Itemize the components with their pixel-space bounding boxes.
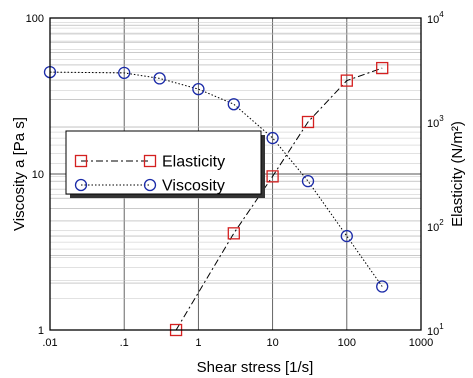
legend-label: Viscosity xyxy=(162,178,225,195)
elasticity-point xyxy=(376,61,389,75)
legend-entry-viscosity: Viscosity xyxy=(74,178,225,195)
viscosity-point xyxy=(266,131,279,145)
viscosity-point xyxy=(118,66,131,80)
viscosity-point xyxy=(340,229,353,243)
y-axis-title-right: Elasticity (N/m²) xyxy=(449,121,466,227)
y-tick-label-right: 103 xyxy=(427,114,444,130)
legend-marker xyxy=(143,178,157,192)
elasticity-line xyxy=(175,67,383,331)
legend-marker xyxy=(74,154,88,168)
tick-labels: .01 .1 1 10 100 1000 1 10 100 101 102 103 104 xyxy=(26,10,445,349)
legend-marker xyxy=(74,178,88,192)
y-tick-label-right: 104 xyxy=(427,10,444,26)
legend-entry-elasticity: Elasticity xyxy=(74,154,225,171)
y-tick-label-right: 101 xyxy=(427,322,444,338)
elasticity-point xyxy=(340,74,353,87)
y-axis-title-left: Viscosity a [Pa s] xyxy=(11,117,28,231)
legend: Elasticity Viscosity xyxy=(65,130,265,198)
x-tick-label: 1000 xyxy=(409,337,433,349)
y-tick-label-left: 10 xyxy=(32,169,44,181)
x-axis-title: Shear stress [1/s] xyxy=(197,359,314,376)
elasticity-point xyxy=(301,115,315,129)
legend-box xyxy=(65,130,262,195)
viscosity-point xyxy=(192,82,205,96)
legend-marker xyxy=(143,154,157,168)
x-tick-label: .1 xyxy=(120,337,129,349)
y-tick-label-left: 1 xyxy=(38,325,44,337)
viscosity-line xyxy=(49,71,383,287)
viscosity-point xyxy=(376,280,389,293)
elasticity-point xyxy=(227,227,240,240)
y-tick-label-left: 100 xyxy=(26,13,44,25)
viscosity-point xyxy=(227,98,240,111)
legend-items: Elasticity Viscosity xyxy=(74,154,225,195)
series-elasticity xyxy=(169,61,389,337)
x-tick-label: .01 xyxy=(42,337,57,349)
plot-frame xyxy=(49,17,422,331)
x-tick-label: 100 xyxy=(338,337,356,349)
legend-label: Elasticity xyxy=(162,154,225,171)
y-tick-label-right: 102 xyxy=(427,218,444,234)
x-tick-label: 1 xyxy=(195,337,201,349)
viscosity-point xyxy=(301,174,315,188)
x-tick-label: 10 xyxy=(266,337,278,349)
elasticity-point xyxy=(266,170,279,183)
viscosity-point xyxy=(153,72,166,85)
